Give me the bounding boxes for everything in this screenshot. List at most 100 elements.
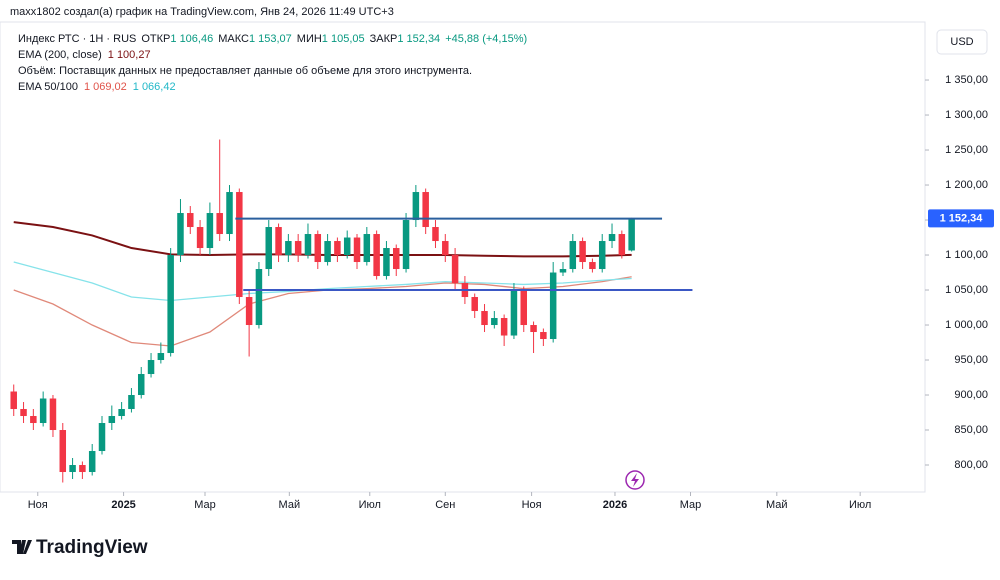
caption: МАКС [218,33,249,45]
candle-body [118,409,125,417]
x-tick-label: Ноя [522,499,542,511]
candle-body [285,241,292,256]
price-tag [928,209,994,228]
value: 1 106,46 [170,33,213,45]
candle-body [265,227,272,270]
symbol: Индекс РТС · 1Н · RUS ОТКР1 106,46 МАКС1 1… [18,33,527,45]
candle-body [49,398,57,431]
y-tick-label: 1 100,00 [945,249,988,261]
candle-body [628,218,635,251]
candle-body [442,241,449,256]
ema50-legend: EMA 50/100 1 069,02 1 066,42 [18,81,176,93]
candle-body [167,255,174,354]
y-tick-label: 1 050,00 [945,284,988,296]
y-tick-label: 850,00 [954,424,988,436]
candle-body [530,325,537,333]
value: 1 066,42 [133,81,176,93]
value: 1 100,27 [108,49,151,61]
candle-body [69,465,76,473]
candle-body [363,234,371,263]
candle-body [520,290,528,326]
candle-body [187,213,194,228]
candle-body [353,237,361,263]
candle-body [451,255,459,284]
y-tick-label: 900,00 [954,389,988,401]
candle-body [147,360,155,375]
legend: Индекс РТС · 1Н · RUS ОТКР1 106,46 МАКС1 1… [18,33,527,93]
volume-note: Объём: Поставщик данных не предоставляет… [18,65,472,77]
candle-body [39,398,47,424]
candle-body [30,416,37,424]
candle-body [324,241,331,263]
x-tick-label: Май [279,499,301,511]
value: 1 069,02 [84,81,127,93]
candle-body [88,451,96,473]
icon-bolt[interactable] [631,473,639,487]
y-tick-label: 1 300,00 [945,109,988,121]
caption: ЗАКР [370,33,398,45]
x-tick-label: Май [766,499,788,511]
candle-body [10,391,17,410]
candle-body [432,227,439,242]
y-tick-label: 1 250,00 [945,144,988,156]
y-tick-label: 950,00 [954,354,988,366]
ema200-legend: EMA (200, close) 1 100,27 [18,49,151,61]
x-tick-label: Июл [849,499,871,511]
candle-body [20,409,27,417]
candle-body [334,241,341,256]
currency-button[interactable] [936,29,988,55]
candle-body [422,192,429,228]
candle-body [549,272,557,340]
candle-body [236,192,243,298]
value: 1 153,07 [249,33,292,45]
candle-body [540,332,547,340]
credit: maxx1802 создал(а) график на TradingView… [10,6,394,18]
candle-body [392,248,400,270]
pane [0,21,926,493]
candle-body [304,234,312,256]
candle-body [471,297,478,312]
candle-body [491,318,498,326]
x-tick-label: 2026 [603,499,627,511]
candle-body [157,353,165,361]
x-tick-label: Мар [680,499,702,511]
y-tick-label: 800,00 [954,459,988,471]
candle-body [206,213,214,249]
logo: TradingView [12,537,148,558]
candle-body [618,234,626,256]
candle-body [226,192,233,235]
x-tick-label: Ноя [28,499,48,511]
ema-line [13,261,632,302]
candle-body [128,395,135,410]
logo-mark [12,540,32,554]
candle-body [314,234,322,263]
value: 1 152,34 [397,33,440,45]
change: +45,88 (+4,15%) [445,33,527,45]
price-tag-label: 1 152,34 [940,212,984,224]
currency[interactable]: USD [950,36,973,48]
x-tick-label: Сен [435,499,455,511]
candle-body [569,241,577,270]
x-tick-label: Июл [359,499,381,511]
candle-body [245,297,253,326]
candle-body [481,311,488,326]
candle-body [108,416,116,424]
candle-body [598,241,606,270]
logo-text: TradingView [36,537,148,558]
candle-body [196,227,204,249]
symbol-name: Индекс РТС · 1Н · RUS [18,33,136,45]
candle-body [294,241,302,256]
candle-body [559,269,567,273]
candle-body [373,234,380,277]
caption: EMA 50/100 [18,81,78,93]
event-icon[interactable] [625,470,645,490]
candle-body [412,192,420,221]
candle-body [402,220,410,270]
x-tick-label: 2025 [111,499,135,511]
x-tick-label: Мар [194,499,216,511]
candle-body [79,465,86,473]
candle-body [608,234,616,242]
candle-body [216,213,223,235]
